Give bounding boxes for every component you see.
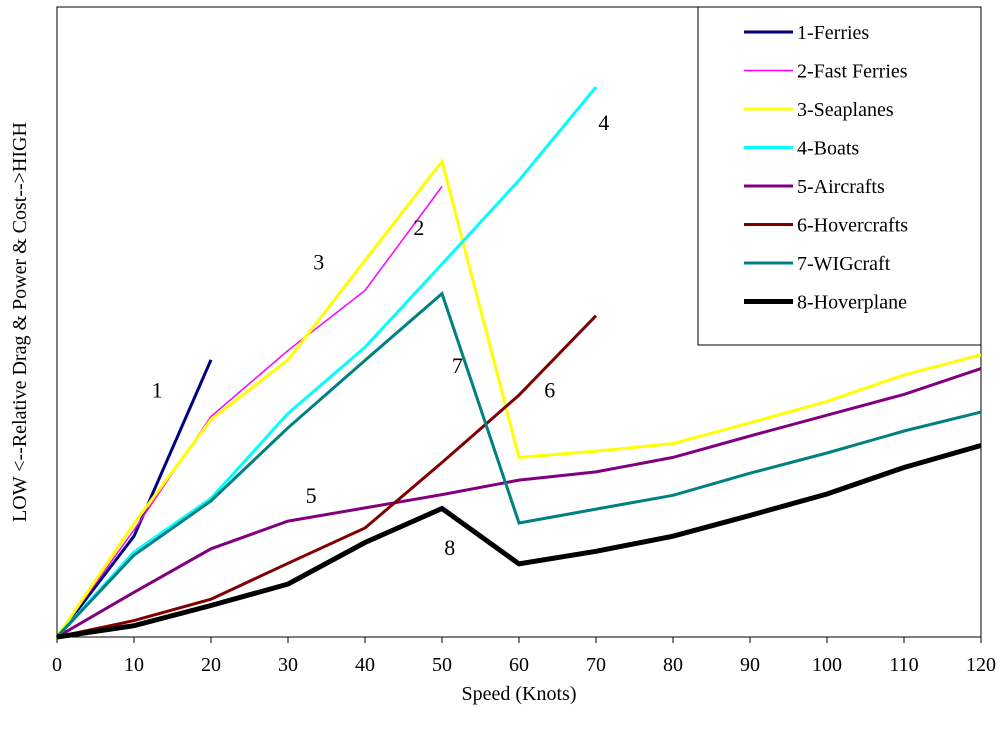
x-axis-title: Speed (Knots) xyxy=(462,683,577,705)
x-tick-label: 110 xyxy=(889,654,918,676)
legend-label-8: 8-Hoverplane xyxy=(797,292,907,314)
legend-label-4: 4-Boats xyxy=(797,138,859,160)
curve-label-2: 2 xyxy=(413,215,424,240)
legend-label-3: 3-Seaplanes xyxy=(797,99,894,121)
curve-label-3: 3 xyxy=(313,250,324,275)
x-tick-label: 10 xyxy=(124,654,144,676)
legend: 1-Ferries 2-Fast Ferries 3-Seaplanes 4-Boat… xyxy=(698,7,981,345)
legend-label-5: 5-Aircrafts xyxy=(797,176,885,198)
x-tick-label: 40 xyxy=(355,654,375,676)
x-tick-label: 30 xyxy=(278,654,298,676)
x-tick-label: 100 xyxy=(812,654,842,676)
x-tick-label: 70 xyxy=(586,654,606,676)
x-tick-label: 60 xyxy=(509,654,529,676)
x-tick-label: 90 xyxy=(740,654,760,676)
x-tick-label: 20 xyxy=(201,654,221,676)
curve-label-8: 8 xyxy=(444,535,455,560)
curve-label-7: 7 xyxy=(452,353,463,378)
curve-label-4: 4 xyxy=(598,110,609,135)
legend-label-2: 2-Fast Ferries xyxy=(797,61,908,83)
x-tick-label: 120 xyxy=(966,654,996,676)
legend-label-7: 7-WIGcraft xyxy=(797,253,891,275)
x-tick-label: 50 xyxy=(432,654,452,676)
legend-label-6: 6-Hovercrafts xyxy=(797,215,908,237)
x-tick-label: 0 xyxy=(52,654,62,676)
curve-label-5: 5 xyxy=(306,483,317,508)
y-axis-title: LOW <--Relative Drag & Power & Cost-->HI… xyxy=(9,122,31,522)
curve-label-6: 6 xyxy=(544,378,555,403)
curve-label-1: 1 xyxy=(152,378,163,403)
legend-label-1: 1-Ferries xyxy=(797,22,869,44)
x-tick-label: 80 xyxy=(663,654,683,676)
